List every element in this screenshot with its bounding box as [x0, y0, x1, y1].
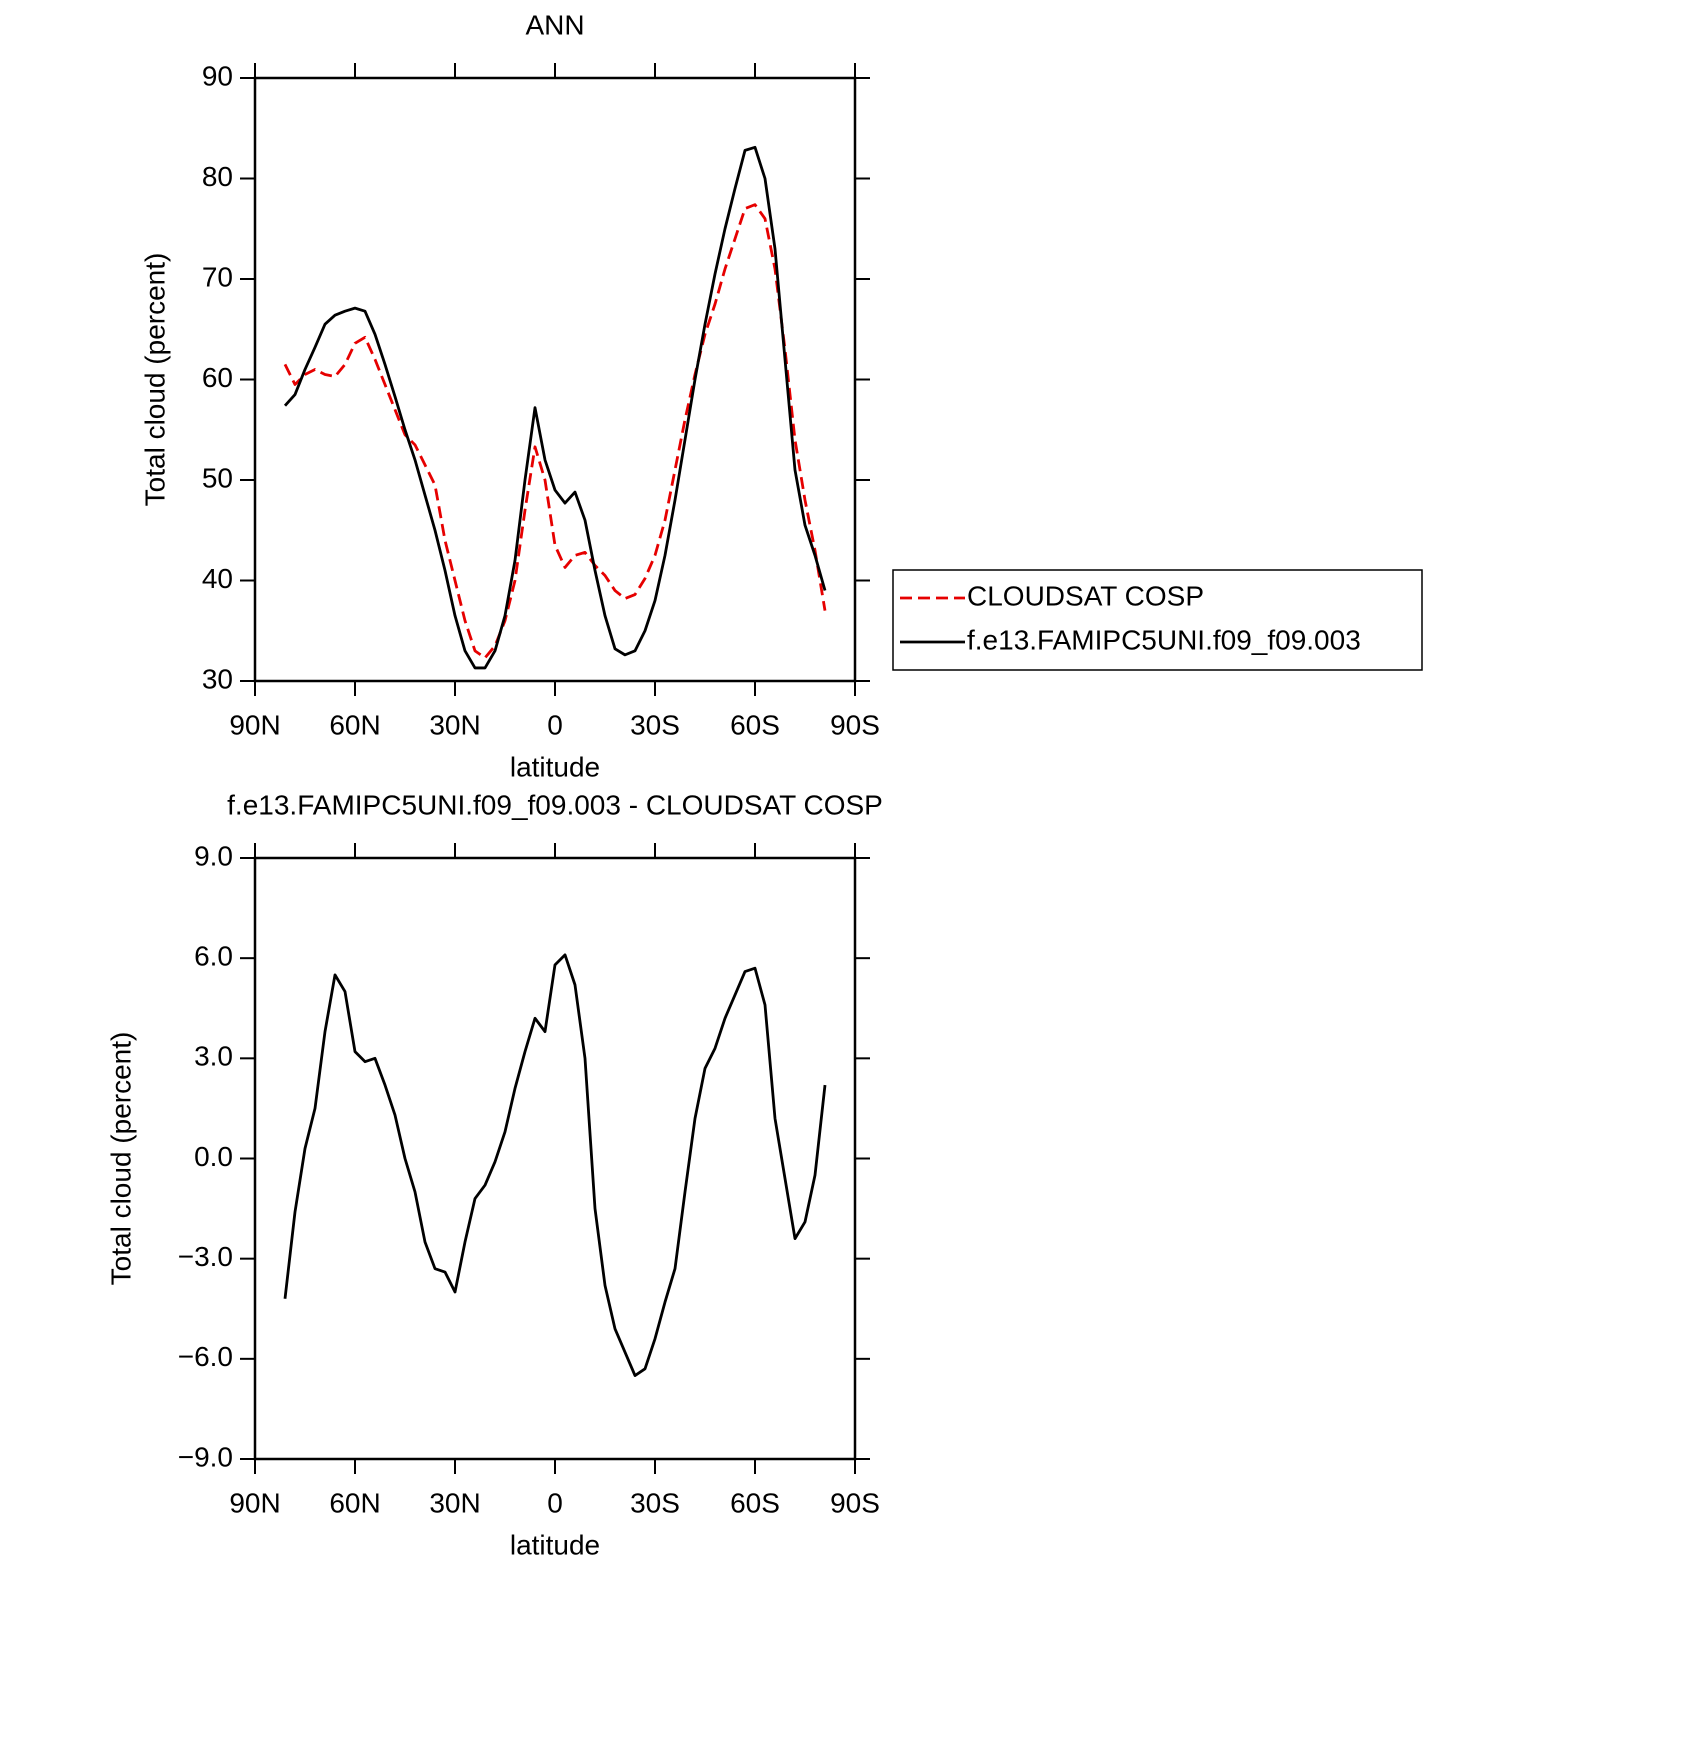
chart-title: ANN [525, 9, 584, 40]
x-tick-label: 90N [229, 1487, 280, 1518]
y-tick-label: 60 [202, 362, 233, 393]
y-tick-label: 50 [202, 462, 233, 493]
x-tick-label: 60S [730, 1487, 780, 1518]
x-tick-label: 30N [429, 1487, 480, 1518]
x-tick-label: 60S [730, 709, 780, 740]
y-tick-label: 80 [202, 161, 233, 192]
y-tick-label: 9.0 [194, 840, 233, 871]
data-line [283, 203, 827, 660]
y-tick-label: 6.0 [194, 941, 233, 972]
y-axis-label: Total cloud (percent) [139, 253, 170, 507]
y-tick-label: 30 [202, 663, 233, 694]
x-axis-label: latitude [510, 751, 600, 782]
data-line [283, 953, 827, 1377]
y-tick-label: −3.0 [178, 1241, 233, 1272]
legend-label: CLOUDSAT COSP [967, 580, 1204, 611]
x-tick-label: 60N [329, 709, 380, 740]
legend-box [892, 569, 1423, 671]
y-tick-label: 40 [202, 563, 233, 594]
data-line [283, 145, 827, 670]
y-tick-label: −9.0 [178, 1441, 233, 1472]
x-tick-label: 30S [630, 709, 680, 740]
y-tick-label: 3.0 [194, 1041, 233, 1072]
y-tick-label: 70 [202, 261, 233, 292]
chart-title: f.e13.FAMIPC5UNI.f09_f09.003 - CLOUDSAT … [227, 789, 883, 820]
x-tick-label: 60N [329, 1487, 380, 1518]
x-axis-label: latitude [510, 1529, 600, 1560]
plot-frame [253, 76, 857, 683]
plot-frame [253, 856, 857, 1461]
y-tick-label: 90 [202, 60, 233, 91]
legend-label: f.e13.FAMIPC5UNI.f09_f09.003 [967, 624, 1361, 655]
x-tick-label: 90N [229, 709, 280, 740]
x-tick-label: 90S [830, 709, 880, 740]
x-tick-label: 30S [630, 1487, 680, 1518]
y-axis-label: Total cloud (percent) [105, 1032, 136, 1286]
x-tick-label: 0 [547, 709, 563, 740]
x-tick-label: 90S [830, 1487, 880, 1518]
y-tick-label: −6.0 [178, 1341, 233, 1372]
x-tick-label: 0 [547, 1487, 563, 1518]
y-tick-label: 0.0 [194, 1141, 233, 1172]
x-tick-label: 30N [429, 709, 480, 740]
